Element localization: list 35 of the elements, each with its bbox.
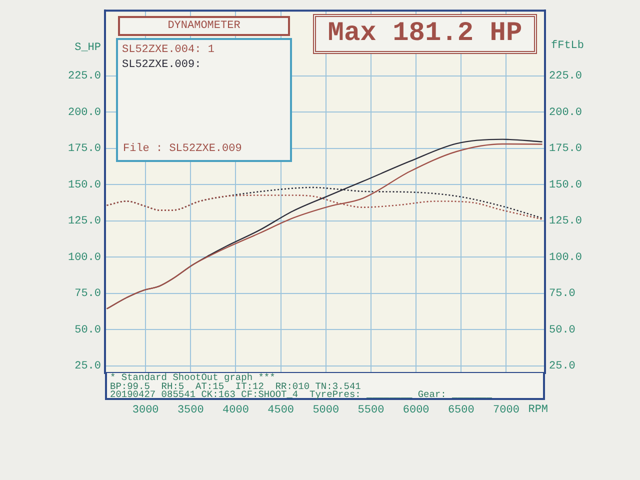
x-tick-label: 4000 [222, 404, 249, 417]
x-tick-label: 5500 [358, 404, 384, 417]
x-tick-label: 4500 [268, 404, 294, 417]
y2-tick-label: 225.0 [549, 70, 582, 83]
x-tick-label: 3000 [132, 404, 159, 417]
annotation: File : SL52ZXE.009 [123, 142, 242, 157]
y-axis-title: S_HP [74, 42, 102, 54]
y2-tick-label: 150.0 [549, 179, 582, 192]
y2-tick-label: 175.0 [549, 143, 582, 156]
y2-tick-label: 25.0 [549, 360, 576, 373]
y2-axis-title: fFtLb [551, 40, 584, 52]
y-tick-label: 100.0 [68, 252, 101, 264]
y-tick-label: 125.0 [68, 216, 101, 228]
y-tick-label: 25.0 [74, 360, 101, 373]
x-tick-label: 7000 [493, 404, 520, 417]
y2-tick-label: 125.0 [549, 216, 582, 228]
legend-box: SL52ZXE.004: 1 SL52ZXE.009: File : SL52ZXE.009 [116, 38, 292, 162]
x-tick-label: 6500 [448, 404, 474, 417]
y2-tick-label: 100.0 [549, 252, 582, 264]
x-tick-label: 6000 [402, 404, 430, 417]
y2-tick-label: 75.0 [549, 288, 576, 300]
y-tick-label: 75.0 [74, 288, 101, 300]
x-tick-label: 3500 [177, 404, 204, 417]
y-tick-label: 150.0 [68, 179, 101, 192]
x-tick-label: 5000 [312, 404, 340, 417]
x-axis-title: RPM [528, 404, 548, 416]
y-tick-label: 225.0 [68, 70, 101, 83]
y-tick-label: 50.0 [74, 324, 101, 336]
title-box: DYNAMOMETER [118, 16, 290, 36]
max-box: Max 181.2 HP [313, 14, 537, 54]
y-tick-label: 200.0 [68, 106, 101, 119]
footer-box: * Standard ShootOut graph *** BP:99.5 RH:5 AT:15 IT:12 RR:010 TN:3.541 20190427 085541 CK:163 CF:SHOOT_4 TyrePres: ________ Gear: _______ [105, 373, 545, 400]
y-tick-label: 175.0 [68, 143, 101, 156]
y2-tick-label: 50.0 [549, 324, 576, 336]
y2-tick-label: 200.0 [549, 106, 582, 119]
